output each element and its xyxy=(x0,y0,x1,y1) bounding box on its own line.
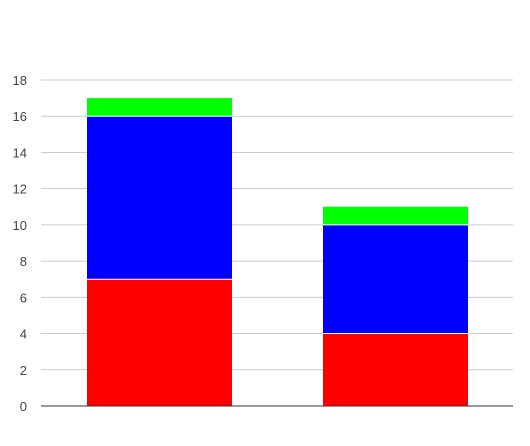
bar-segment-series-1-bar-2 xyxy=(323,333,468,406)
bar-segment-series-1-bar-1 xyxy=(87,279,232,406)
y-tick-label: 0 xyxy=(20,399,27,414)
y-tick-label: 4 xyxy=(20,327,27,342)
bar-segment-series-3-bar-1 xyxy=(87,98,232,117)
y-tick-label: 10 xyxy=(13,218,27,233)
bar-segment-series-2-bar-2 xyxy=(323,224,468,334)
y-tick-label: 14 xyxy=(13,145,27,160)
bars xyxy=(87,98,468,406)
y-tick-label: 18 xyxy=(13,73,27,88)
bar-segment-series-2-bar-1 xyxy=(87,116,232,280)
y-tick-label: 16 xyxy=(13,109,27,124)
y-tick-label: 6 xyxy=(20,290,27,305)
y-axis-ticks: 0 2 4 6 8 10 12 14 16 18 xyxy=(13,73,27,414)
y-tick-label: 2 xyxy=(20,363,27,378)
bar-segment-series-3-bar-2 xyxy=(323,206,468,225)
y-tick-label: 8 xyxy=(20,254,27,269)
y-tick-label: 12 xyxy=(13,182,27,197)
